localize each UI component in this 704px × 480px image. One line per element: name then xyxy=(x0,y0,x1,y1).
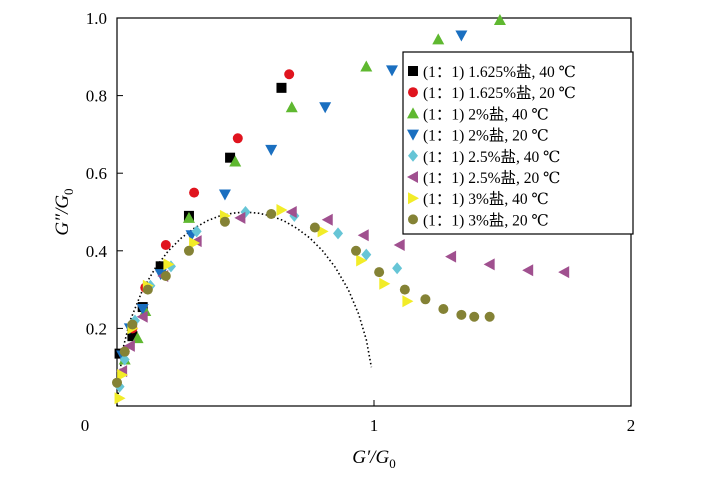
data-point xyxy=(189,187,200,198)
legend-marker xyxy=(407,129,419,141)
data-point xyxy=(483,258,495,271)
data-markers xyxy=(112,13,570,405)
data-point xyxy=(374,267,385,278)
legend-label: (1：1) 2.5%盐, 20 ℃ xyxy=(423,169,560,187)
data-point xyxy=(229,155,242,167)
data-point xyxy=(393,238,405,251)
series-8 xyxy=(112,208,495,388)
data-point xyxy=(333,227,344,240)
data-point xyxy=(189,237,201,250)
data-point xyxy=(432,33,445,45)
x-tick-label: 1 xyxy=(370,416,379,435)
legend-label: (1：1) 3%盐, 40 ℃ xyxy=(423,190,549,208)
legend-box xyxy=(402,51,634,235)
legend-marker xyxy=(407,107,419,119)
y-tick-label: 0.2 xyxy=(86,319,107,338)
data-point xyxy=(285,101,298,113)
data-point xyxy=(321,213,333,226)
data-point xyxy=(219,216,230,227)
legend-marker xyxy=(408,87,418,98)
data-point xyxy=(225,152,236,163)
data-point xyxy=(493,13,506,25)
data-point xyxy=(136,310,148,323)
data-point xyxy=(276,204,288,217)
data-point xyxy=(232,133,243,144)
data-point xyxy=(123,339,135,352)
data-point xyxy=(160,239,171,250)
data-point xyxy=(127,331,138,342)
series-5 xyxy=(114,206,403,393)
data-point xyxy=(265,144,278,156)
x-tick-label: 2 xyxy=(627,416,636,435)
data-point xyxy=(438,304,449,314)
legend-label: (1：1) 2%盐, 40 ℃ xyxy=(423,105,549,123)
legend-marker xyxy=(408,214,418,225)
data-point xyxy=(160,271,171,282)
data-point xyxy=(455,30,468,42)
data-point xyxy=(183,245,194,256)
legend: (1：1) 1.625%盐, 40 ℃ (1：1) 1.625%盐, 20 ℃ (1… xyxy=(402,51,634,235)
data-point xyxy=(127,319,138,330)
data-point xyxy=(402,295,414,308)
data-point xyxy=(309,222,320,233)
data-point xyxy=(112,377,122,388)
reference-curve xyxy=(116,211,373,407)
data-point xyxy=(317,225,329,238)
data-point xyxy=(142,284,153,295)
data-point xyxy=(385,65,398,77)
legend-marker xyxy=(408,149,418,162)
data-point xyxy=(182,211,195,223)
legend-label: (1：1) 2%盐, 20 ℃ xyxy=(423,127,549,145)
y-tick-label: 1.0 xyxy=(86,9,107,28)
legend-label: (1：1) 2.5%盐, 40 ℃ xyxy=(423,148,560,166)
data-point xyxy=(522,264,534,277)
data-point xyxy=(163,258,175,271)
data-point xyxy=(379,277,391,290)
data-point xyxy=(218,189,231,201)
y-tick-label: 0.4 xyxy=(86,242,108,261)
legend-items: (1：1) 1.625%盐, 40 ℃ (1：1) 1.625%盐, 20 ℃ (1… xyxy=(407,63,576,229)
data-point xyxy=(456,309,467,320)
data-point xyxy=(119,346,130,357)
y-tick-label: 0.6 xyxy=(86,164,107,183)
legend-label: (1：1) 1.625%盐, 40 ℃ xyxy=(423,63,576,81)
x-tick-label: 0 xyxy=(81,416,90,435)
data-point xyxy=(114,392,126,405)
data-point xyxy=(445,250,457,263)
legend-marker xyxy=(408,66,418,76)
data-point xyxy=(361,248,372,261)
y-axis-label: G″/G0 xyxy=(52,188,76,235)
series-7 xyxy=(114,204,414,405)
tick-labels: 0 1 2 0.2 0.4 0.6 0.8 1.0 xyxy=(81,9,636,435)
data-point xyxy=(558,266,570,279)
data-point xyxy=(420,294,431,305)
data-point xyxy=(276,82,287,93)
x-axis-label: G′/G0 xyxy=(352,447,395,471)
legend-marker xyxy=(408,192,419,205)
data-point xyxy=(285,206,297,218)
data-point xyxy=(351,245,362,256)
data-point xyxy=(155,261,166,272)
data-point xyxy=(319,102,332,114)
legend-label: (1：1) 1.625%盐, 20 ℃ xyxy=(423,84,576,102)
y-tick-label: 0.8 xyxy=(86,87,107,106)
legend-label: (1：1) 3%盐, 20 ℃ xyxy=(423,211,549,229)
data-point xyxy=(117,368,129,381)
data-point xyxy=(119,353,130,366)
data-point xyxy=(284,69,295,80)
data-point xyxy=(360,60,373,72)
legend-marker xyxy=(407,171,418,183)
data-point xyxy=(484,311,495,322)
data-point xyxy=(357,229,369,242)
data-point xyxy=(191,225,202,238)
data-point xyxy=(356,254,368,267)
data-point xyxy=(266,208,277,219)
data-point xyxy=(469,311,480,322)
data-point xyxy=(399,284,410,295)
data-point xyxy=(136,304,149,315)
data-point xyxy=(392,262,403,275)
data-point xyxy=(234,211,246,224)
